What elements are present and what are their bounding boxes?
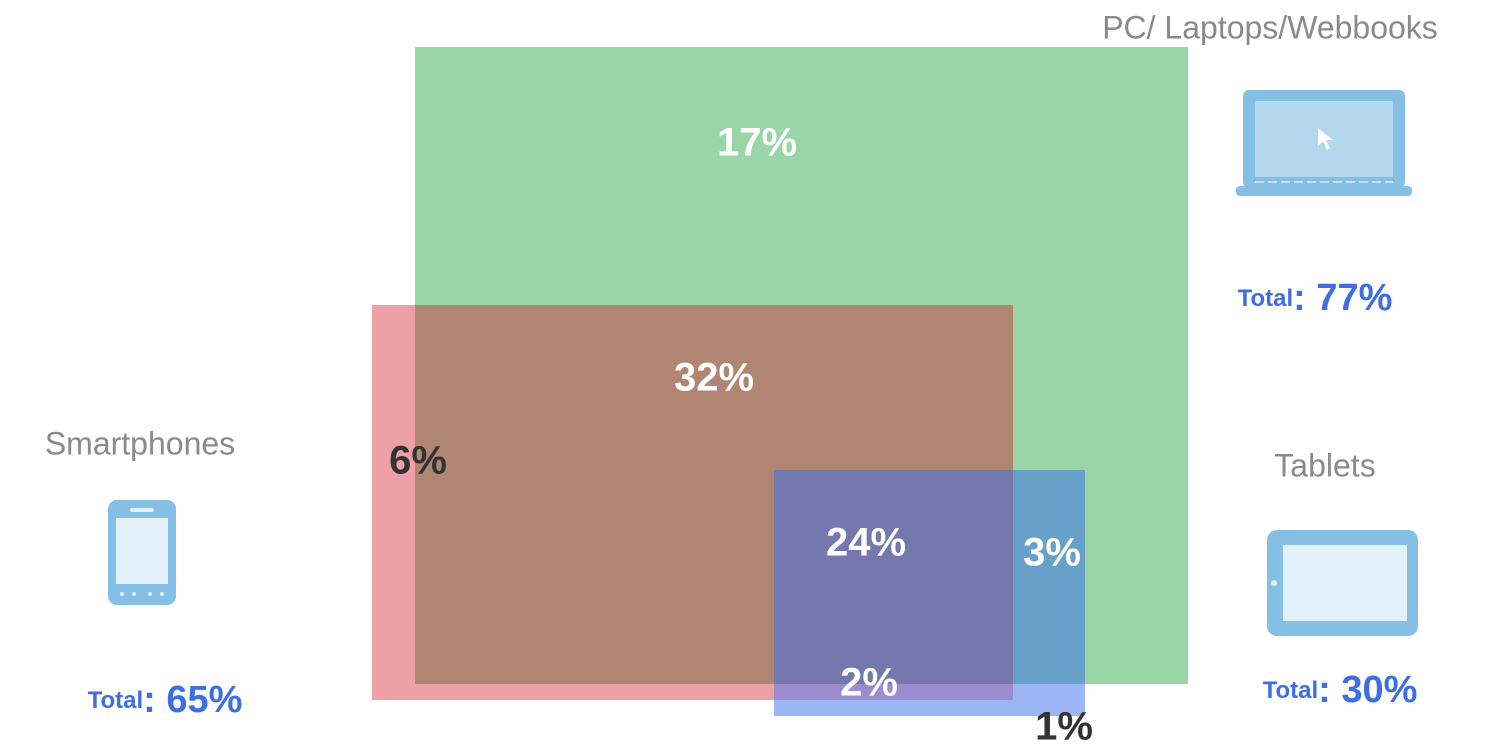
group-name: PC/ Laptops/Webbooks [1102,9,1438,45]
region-label: 1% [1035,705,1093,745]
phone-icon [108,500,176,605]
smartphone-tablet-overlap [774,684,1013,700]
pc-tablet-overlap [1013,470,1085,684]
group-name: Smartphones [45,425,235,461]
region-label: 6% [389,439,447,483]
total-label: Total [88,687,144,714]
group-name: Tablets [1274,447,1375,483]
region-label: 3% [1023,531,1081,575]
all-overlap [774,470,1013,684]
group-total: Total: 77% [1238,277,1393,319]
tablet-icon [1267,530,1418,636]
region-label: 17% [717,121,797,165]
region-label: 32% [674,356,754,400]
group-total: Total: 30% [1263,669,1418,711]
total-value: : 65% [143,679,242,721]
laptop-icon [1236,90,1412,196]
total-value: : 77% [1293,277,1392,319]
region-label: 2% [840,661,898,705]
total-label: Total [1238,285,1294,312]
region-label: 24% [826,521,906,565]
total-value: : 30% [1318,669,1417,711]
total-label: Total [1263,677,1319,704]
group-total: Total: 65% [88,679,243,721]
